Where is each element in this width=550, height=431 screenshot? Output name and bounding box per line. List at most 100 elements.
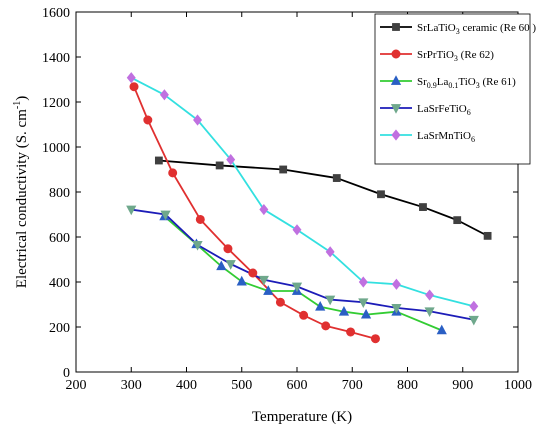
- legend-box: [374, 13, 531, 165]
- legend-marker: [392, 23, 400, 31]
- legend: SrLaTiO3 ceramic (Re 60 )SrPrTiO3 (Re 62…: [374, 13, 536, 165]
- data-point: [419, 203, 427, 211]
- y-tick-label: 1400: [42, 51, 70, 66]
- data-point: [258, 275, 269, 286]
- data-point: [129, 82, 139, 92]
- legend-label-part: 6: [467, 108, 471, 117]
- data-point: [226, 154, 236, 166]
- legend-label-part: LaSrFeTiO: [417, 103, 467, 115]
- data-point: [338, 305, 350, 316]
- data-point: [358, 276, 368, 288]
- y-tick-label: 1000: [42, 141, 70, 156]
- x-tick-label: 300: [121, 378, 142, 393]
- legend-marker: [391, 49, 401, 59]
- data-point: [370, 334, 380, 344]
- data-point: [291, 282, 303, 293]
- x-axis-title: Temperature (K): [252, 409, 352, 425]
- data-point: [154, 156, 163, 165]
- data-point: [325, 295, 336, 306]
- data-point: [248, 268, 258, 278]
- data-point: [159, 89, 169, 101]
- x-tick-label: 700: [342, 378, 363, 393]
- data-point: [195, 214, 205, 224]
- legend-label-part: 0.9: [427, 81, 437, 90]
- y-tick-label: 400: [49, 276, 70, 291]
- data-point: [275, 297, 285, 307]
- x-tick-label: 400: [176, 378, 197, 393]
- x-tick-label: 900: [452, 378, 473, 393]
- tick-labels: 200 300 400 500 600 700 800 900 1000020040060080…: [42, 6, 532, 393]
- data-point: [332, 174, 341, 182]
- legend-label: LaSrMnTiO6: [417, 130, 475, 144]
- data-point: [469, 300, 479, 312]
- data-point: [391, 278, 401, 290]
- tick-marks: [75, 11, 519, 373]
- legend-marker: [390, 104, 402, 114]
- x-tick-label: 500: [231, 378, 252, 393]
- legend-label-part: SrPrTiO: [417, 49, 454, 61]
- data-point: [192, 240, 203, 251]
- data-point: [483, 231, 492, 240]
- legend-label: SrLaTiO3 ceramic (Re 60 ): [417, 22, 536, 36]
- legend-label-part: (Re 61): [480, 76, 516, 88]
- x-tick-label: 800: [397, 378, 418, 393]
- legend-label-part: 0.1: [448, 81, 458, 90]
- data-point: [299, 310, 309, 320]
- legend-label: SrPrTiO3 (Re 62): [417, 49, 494, 63]
- data-point: [259, 203, 269, 216]
- x-tick-label: 600: [287, 378, 308, 393]
- legend-label-part: 3: [476, 81, 480, 90]
- data-point: [236, 275, 247, 286]
- data-point: [468, 315, 479, 326]
- data-point: [193, 114, 203, 126]
- data-point: [391, 303, 402, 314]
- y-tick-label: 600: [49, 231, 70, 246]
- data-point: [225, 260, 236, 270]
- y-axis-title-main: Electrical conductivity (S. cm: [14, 109, 30, 288]
- data-point: [436, 324, 447, 335]
- legend-label-part: SrLaTiO: [417, 22, 456, 34]
- data-point: [360, 308, 372, 319]
- data-point: [216, 260, 227, 271]
- legend-label-part: LaSrMnTiO: [417, 130, 471, 142]
- legend-label-part: La: [437, 76, 449, 88]
- data-point: [315, 301, 326, 311]
- legend-label-part: Sr: [417, 76, 427, 88]
- legend-label-part: 3: [456, 27, 460, 36]
- data-point: [358, 298, 369, 308]
- y-tick-label: 0: [63, 366, 70, 381]
- legend-marker: [391, 129, 401, 141]
- legend-label-part: (Re 62): [458, 49, 494, 61]
- y-tick-label: 200: [49, 321, 70, 336]
- data-point: [453, 216, 462, 225]
- y-axis-title: Electrical conductivity (S. cm-1): [12, 96, 30, 288]
- legend-marker: [390, 75, 402, 85]
- legend-label-part: ceramic (Re 60 ): [460, 22, 537, 34]
- data-point: [279, 165, 288, 174]
- data-point: [263, 285, 274, 295]
- data-point: [424, 307, 435, 317]
- y-tick-label: 800: [49, 186, 70, 201]
- legend-label: LaSrFeTiO6: [417, 103, 471, 117]
- series-line: [158, 159, 489, 237]
- x-tick-label: 200: [66, 378, 87, 393]
- data-point: [321, 321, 331, 331]
- data-point: [346, 327, 356, 337]
- legend-label-part: 3: [454, 54, 458, 63]
- legend-label: Sr0.9La0.1TiO3 (Re 61): [417, 76, 516, 90]
- data-point: [425, 289, 435, 301]
- data-point: [325, 246, 335, 258]
- series-line: [131, 208, 474, 321]
- y-tick-label: 1600: [42, 6, 70, 21]
- y-axis-title-close: ): [14, 96, 30, 101]
- y-axis-title-sup: -1: [12, 101, 23, 109]
- series-markers: [126, 72, 492, 344]
- x-tick-label: 1000: [504, 378, 532, 393]
- data-point: [223, 244, 233, 254]
- data-point: [160, 210, 171, 221]
- data-point: [168, 168, 178, 178]
- data-point: [292, 224, 302, 236]
- legend-label-part: TiO: [458, 76, 475, 88]
- y-tick-label: 1200: [42, 96, 70, 111]
